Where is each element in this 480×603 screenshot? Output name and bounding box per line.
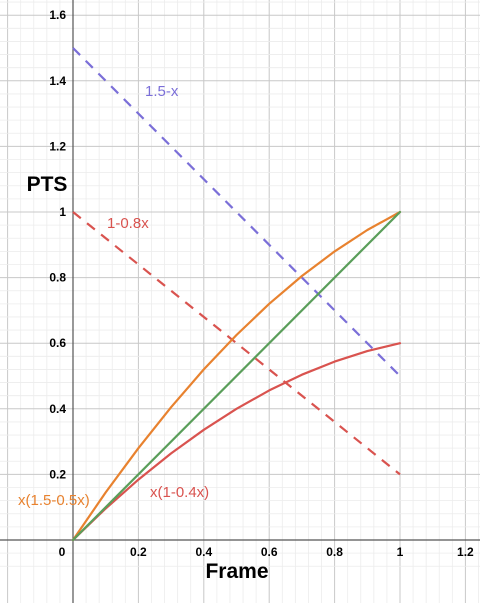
x-axis-title: Frame xyxy=(205,560,268,583)
x-tick-label: 0.8 xyxy=(326,545,343,559)
y-tick-label: 0.6 xyxy=(49,336,66,350)
x-tick-label: 0.2 xyxy=(130,545,147,559)
y-tick-label: 0.2 xyxy=(49,467,66,481)
series-line-1 xyxy=(72,211,401,476)
tick-labels: 0 0.2 0.4 0.6 0.8 1 1.2 0.2 0.4 0.6 0.8 1 1.2 1.4 1.6 xyxy=(49,8,474,559)
y-tick-label: 1.2 xyxy=(49,139,66,153)
y-tick-label: 1.4 xyxy=(49,74,66,88)
x-tick-label: 1 xyxy=(397,545,404,559)
series-line-3 xyxy=(71,342,402,542)
y-tick-label: 1.6 xyxy=(49,8,66,22)
series-labels: 1.5-x 1-0.8x x(1.5-0.5x) x(1-0.4x) xyxy=(18,83,209,509)
series-label-3: x(1-0.4x) xyxy=(150,484,209,501)
x-tick-label: 0.4 xyxy=(195,545,212,559)
series-line-2 xyxy=(71,210,402,542)
series-label-1: 1-0.8x xyxy=(107,215,149,232)
series-label-0: 1.5-x xyxy=(145,83,179,100)
y-axis-title: PTS xyxy=(27,173,68,196)
series-line-4 xyxy=(71,210,402,542)
x-tick-label: 0.6 xyxy=(261,545,278,559)
x-tick-label: 0 xyxy=(59,545,66,559)
series-group xyxy=(71,47,402,542)
y-tick-label: 0.4 xyxy=(49,402,66,416)
series-line-0 xyxy=(72,47,401,377)
series-label-2: x(1.5-0.5x) xyxy=(18,492,90,509)
y-tick-label: 0.8 xyxy=(49,271,66,285)
x-tick-label: 1.2 xyxy=(457,545,474,559)
y-tick-label: 1 xyxy=(59,205,66,219)
